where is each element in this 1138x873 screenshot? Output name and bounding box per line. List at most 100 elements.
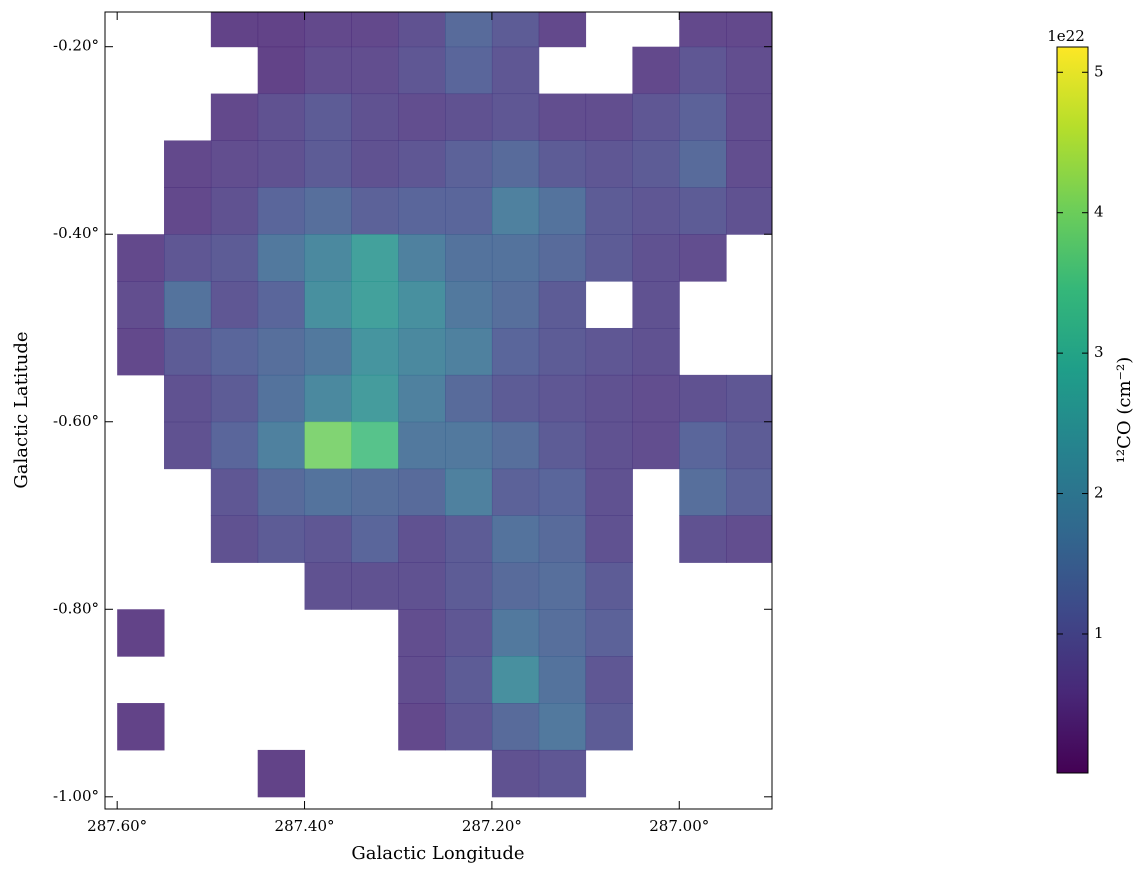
heat-cell [211, 0, 258, 47]
heat-cell [164, 234, 211, 281]
heat-cell [492, 516, 539, 563]
heat-cell [211, 281, 258, 328]
heat-cell [679, 0, 726, 47]
heat-cell [351, 375, 398, 422]
heat-cell [539, 0, 586, 47]
y-tick-label: -0.80° [53, 599, 99, 617]
heat-cell [492, 422, 539, 469]
heat-cell [445, 281, 492, 328]
heat-cell [351, 562, 398, 609]
heat-cell [445, 187, 492, 234]
heat-cell [586, 375, 633, 422]
chart: Galactic Longitude Galactic Latitude 1e2… [0, 0, 1138, 869]
y-tick-label: -0.40° [53, 224, 99, 242]
heat-cell [539, 281, 586, 328]
heat-cell [211, 469, 258, 516]
heat-cell [726, 187, 773, 234]
heat-cell [211, 516, 258, 563]
heat-cell [445, 0, 492, 47]
heat-cell [539, 703, 586, 750]
heat-cell [351, 469, 398, 516]
heat-cell [351, 234, 398, 281]
heat-cell [164, 422, 211, 469]
heat-cell [164, 187, 211, 234]
heat-cell [117, 328, 164, 375]
heat-cell [726, 516, 773, 563]
heat-cell [351, 140, 398, 187]
heat-cell [305, 562, 352, 609]
colorbar-tick-label: 5 [1094, 62, 1104, 80]
heat-cell [117, 609, 164, 656]
x-axis-label: Galactic Longitude [351, 843, 524, 864]
heat-cell [679, 47, 726, 94]
heat-cell [398, 140, 445, 187]
heat-cell [679, 375, 726, 422]
heat-cell [398, 609, 445, 656]
heat-cell [351, 516, 398, 563]
heat-cell [679, 516, 726, 563]
colorbar-tick-label: 2 [1094, 484, 1104, 502]
heat-cell [445, 609, 492, 656]
colorbar-offset: 1e22 [1047, 27, 1085, 45]
heat-cell [398, 703, 445, 750]
heat-cell [492, 140, 539, 187]
x-tick-label: 287.60° [87, 817, 147, 835]
heat-cell [258, 187, 305, 234]
heat-cell [211, 328, 258, 375]
heat-cell [305, 94, 352, 141]
heat-cell [539, 656, 586, 703]
heat-cell [632, 140, 679, 187]
y-tick-label: -0.20° [53, 37, 99, 55]
heat-cell [632, 328, 679, 375]
heat-cell [398, 94, 445, 141]
heat-cell [492, 469, 539, 516]
heat-cell [539, 562, 586, 609]
heat-cell [351, 187, 398, 234]
heat-cell [445, 469, 492, 516]
heat-cell [492, 562, 539, 609]
heat-cell [539, 516, 586, 563]
heat-cell [586, 328, 633, 375]
heat-cell [586, 422, 633, 469]
heat-cell [164, 140, 211, 187]
heat-cell [492, 281, 539, 328]
heat-cell [492, 234, 539, 281]
heat-cell [398, 328, 445, 375]
heat-cell [632, 281, 679, 328]
heat-cell [351, 0, 398, 47]
heat-cell [492, 375, 539, 422]
heat-cell [445, 703, 492, 750]
heat-cell [726, 375, 773, 422]
heat-cell [351, 422, 398, 469]
heat-cell [445, 94, 492, 141]
heat-cell [211, 375, 258, 422]
heat-cell [164, 281, 211, 328]
heat-cell [211, 422, 258, 469]
heat-cell [398, 281, 445, 328]
heat-cell [258, 516, 305, 563]
heat-cell [539, 187, 586, 234]
heat-cell [445, 422, 492, 469]
heat-cell [351, 47, 398, 94]
heat-cell [305, 328, 352, 375]
heat-cell [351, 328, 398, 375]
heat-cell [258, 422, 305, 469]
heat-cell [679, 469, 726, 516]
heat-cell [586, 469, 633, 516]
heat-cell [632, 375, 679, 422]
heat-cell [679, 422, 726, 469]
heat-cell [539, 609, 586, 656]
heat-cell [492, 656, 539, 703]
heat-cell [679, 187, 726, 234]
heat-cell [117, 281, 164, 328]
heat-cell [117, 703, 164, 750]
heat-cell [726, 140, 773, 187]
heat-cell [258, 328, 305, 375]
heat-cell [398, 0, 445, 47]
colorbar-tick-label: 3 [1094, 343, 1104, 361]
heat-cell [211, 94, 258, 141]
x-tick-label: 287.40° [275, 817, 335, 835]
heat-cell [305, 187, 352, 234]
heat-cell [539, 422, 586, 469]
heat-cell [351, 94, 398, 141]
